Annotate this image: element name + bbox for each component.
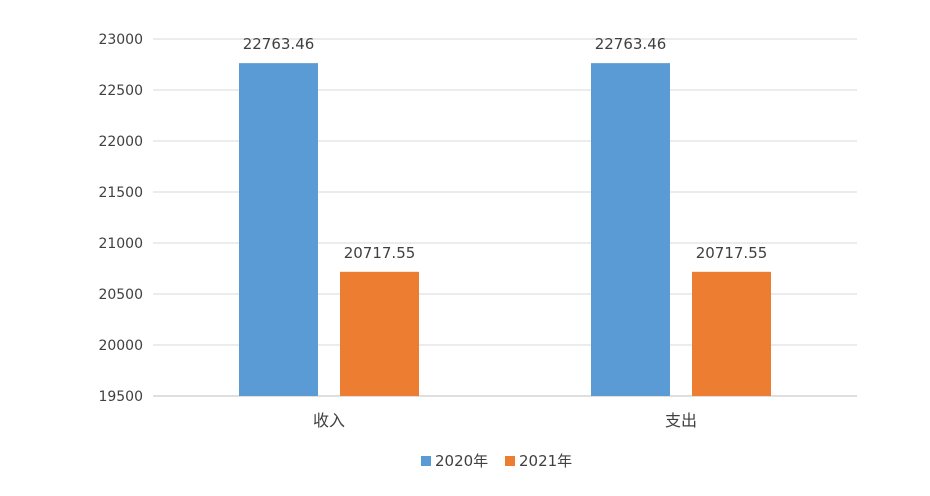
y-tick-label: 21500 (98, 185, 143, 201)
y-tick-label: 20500 (98, 287, 143, 303)
data-label: 20717.55 (696, 244, 768, 262)
data-labels: 22763.46 20717.55 22763.46 20717.55 (243, 35, 768, 262)
legend-swatch (505, 456, 515, 466)
bar (591, 63, 670, 397)
y-axis-ticks: 19500 20000 20500 21000 21500 22000 22500 23000 (98, 32, 143, 405)
y-tick-label: 21000 (98, 236, 143, 252)
category-label: 支出 (665, 411, 697, 430)
legend-swatch (421, 456, 431, 466)
y-tick-label: 22000 (98, 134, 143, 150)
category-label: 收入 (313, 411, 345, 430)
data-label: 22763.46 (243, 35, 315, 53)
bar (340, 271, 419, 396)
bars (239, 63, 771, 397)
y-tick-label: 23000 (98, 32, 143, 48)
y-tick-label: 22500 (98, 83, 143, 99)
y-tick-label: 19500 (98, 389, 143, 405)
bar (692, 271, 771, 396)
data-label: 20717.55 (344, 244, 416, 262)
data-label: 22763.46 (595, 35, 667, 53)
legend-label: 2020年 (435, 452, 488, 470)
legend-label: 2021年 (519, 452, 572, 470)
x-axis-categories: 收入 支出 (313, 411, 697, 430)
bar (239, 63, 318, 397)
y-tick-label: 20000 (98, 338, 143, 354)
legend: 2020年 2021年 (421, 452, 572, 470)
